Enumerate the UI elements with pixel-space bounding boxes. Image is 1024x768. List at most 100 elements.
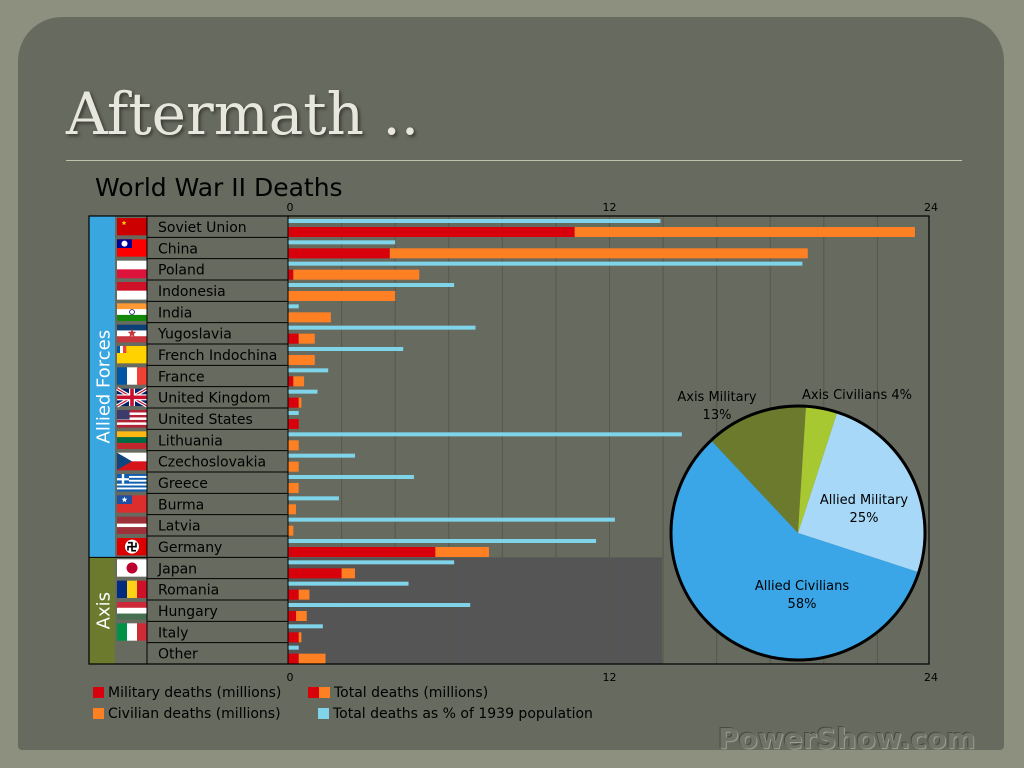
bar-military-germany <box>288 547 436 557</box>
poland-flag <box>117 260 147 279</box>
category-label-latvia: Latvia <box>158 519 201 535</box>
pie-slice-axis-civilians <box>798 406 838 533</box>
bar-civilian-poland <box>293 269 420 280</box>
pie-value-axis-military: 13% <box>703 408 732 423</box>
bar-pct-united-kingdom <box>288 389 318 394</box>
legend-label-military-deaths-millions: Military deaths (millions) <box>108 685 281 701</box>
france-flag <box>117 367 148 385</box>
french-indochina-flag <box>117 346 147 364</box>
x-tick-bottom-12: 12 <box>603 671 617 684</box>
category-label-lithuania: Lithuania <box>158 433 223 449</box>
x-tick-top-24: 24 <box>924 201 938 214</box>
greece-flag <box>117 474 147 492</box>
watermark: PowerShow.com <box>718 722 976 755</box>
category-label-poland: Poland <box>158 263 205 279</box>
bar-civilian-france <box>293 376 305 387</box>
pie-label-allied-military: Allied Military <box>820 493 909 508</box>
bar-pct-france <box>288 368 329 373</box>
bar-military-italy <box>288 632 299 643</box>
category-label-greece: Greece <box>158 476 208 492</box>
category-label-french-indochina: French Indochina <box>158 348 277 364</box>
pie-value-allied-military: 25% <box>850 511 879 526</box>
legend-swatch <box>308 687 319 698</box>
bar-military-other <box>288 653 299 664</box>
bar-pct-italy <box>288 624 323 629</box>
category-label-india: India <box>158 305 192 321</box>
group-bar-axis <box>89 557 115 664</box>
bar-pct-czechoslovakia <box>288 453 355 458</box>
bar-pct-other <box>288 645 299 650</box>
legend-label-civilian-deaths-millions: Civilian deaths (millions) <box>108 706 281 722</box>
romania-flag <box>117 580 148 598</box>
bar-military-france <box>288 376 294 387</box>
bar-pct-indonesia <box>288 283 455 287</box>
bar-pct-lithuania <box>288 432 682 437</box>
legend-swatch <box>319 687 330 698</box>
soviet-flag <box>117 218 147 236</box>
india-flag <box>117 303 147 321</box>
bar-military-japan <box>288 568 342 579</box>
bar-civilian-other <box>298 653 326 664</box>
x-tick-top-12: 12 <box>603 201 617 214</box>
pie-slice-allied-military <box>798 412 926 573</box>
x-tick-top-0: 0 <box>287 201 294 214</box>
japan-flag <box>117 559 147 577</box>
bar-military-united-states <box>288 419 299 429</box>
bar-civilian-czechoslovakia <box>288 461 299 472</box>
bar-civilian-greece <box>288 483 299 493</box>
category-label-china: China <box>158 241 198 257</box>
pie-value-allied-civilians: 58% <box>788 597 817 612</box>
category-label-italy: Italy <box>158 625 188 641</box>
bar-civilian-lithuania <box>288 440 299 451</box>
group-bar-allied-forces <box>89 216 115 558</box>
category-label-japan: Japan <box>157 561 197 577</box>
bar-civilian-soviet-union <box>574 227 915 237</box>
category-label-indonesia: Indonesia <box>158 284 226 300</box>
bar-pct-germany <box>288 539 597 543</box>
bar-military-china <box>288 248 390 259</box>
category-label-romania: Romania <box>158 583 219 599</box>
bar-pct-united-states <box>288 411 299 415</box>
germany-flag <box>117 538 147 556</box>
indonesia-flag <box>117 282 147 300</box>
bar-military-united-kingdom <box>288 397 299 408</box>
bar-military-romania <box>288 589 299 600</box>
bar-military-poland <box>288 269 294 280</box>
bar-pct-yugoslavia <box>288 325 476 330</box>
bar-pct-latvia <box>288 517 615 522</box>
bar-civilian-hungary <box>296 611 307 621</box>
pie-label-axis-military: Axis Military <box>677 390 757 405</box>
category-label-hungary: Hungary <box>158 604 218 620</box>
bar-civilian-india <box>288 312 331 323</box>
bar-civilian-indonesia <box>288 291 396 301</box>
group-label-axis: Axis <box>94 592 115 629</box>
bar-pct-japan <box>288 560 455 565</box>
category-label-yugoslavia: Yugoslavia <box>157 327 232 343</box>
category-label-united-states: United States <box>158 412 253 428</box>
burma-flag <box>117 495 147 513</box>
category-label-czechoslovakia: Czechoslovakia <box>158 455 266 471</box>
legend-swatch <box>93 687 104 698</box>
pie-label-allied-civilians: Allied Civilians <box>755 579 850 594</box>
slide-title: Aftermath .. <box>66 80 420 148</box>
legend-swatch <box>93 708 104 719</box>
category-label-france: France <box>158 369 205 385</box>
italy-flag <box>117 623 148 641</box>
bar-pct-burma <box>288 496 339 501</box>
bar-pct-china <box>288 240 396 245</box>
x-tick-bottom-0: 0 <box>287 671 294 684</box>
category-label-united-kingdom: United Kingdom <box>158 391 270 407</box>
bar-pct-india <box>288 304 299 309</box>
bar-civilian-united-kingdom <box>298 397 302 408</box>
united-states-flag <box>117 410 147 428</box>
pie-slice-axis-military <box>711 406 806 533</box>
bar-civilian-french-indochina <box>288 355 315 365</box>
united-kingdom-flag <box>116 387 148 408</box>
pie-label-axis-civilians: Axis Civilians 4% <box>802 388 912 403</box>
yugoslavia-flag <box>117 324 147 343</box>
legend-label-total-deaths-millions: Total deaths (millions) <box>333 685 488 701</box>
title-divider <box>66 160 962 161</box>
bar-pct-greece <box>288 475 414 479</box>
pie-outline <box>669 404 927 662</box>
